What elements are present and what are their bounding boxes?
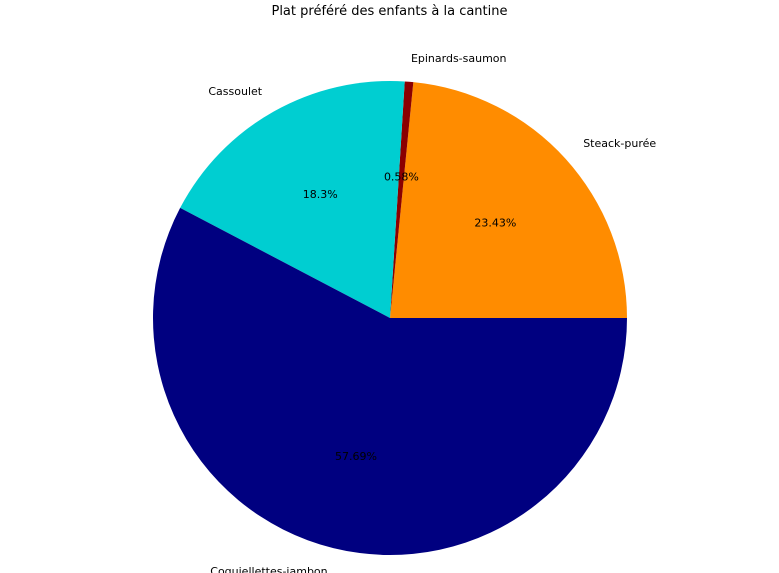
pct-label-coquiellettes-jambon: 57.69% bbox=[335, 450, 377, 463]
chart-title: Plat préféré des enfants à la cantine bbox=[271, 4, 507, 19]
slice-steack-puree bbox=[390, 82, 627, 318]
label-coquiellettes-jambon: Coquiellettes-jambon bbox=[210, 565, 327, 573]
slice-cassoulet bbox=[180, 81, 405, 318]
slice-coquiellettes-jambon bbox=[152, 207, 628, 555]
pie-labels: Steack-purée 23.43% Epinards-saumon 0.58% Ca… bbox=[208, 52, 656, 573]
pct-label-steack-puree: 23.43% bbox=[474, 217, 516, 230]
slice-epinards-saumon bbox=[390, 81, 414, 318]
pct-label-cassoulet: 18.3% bbox=[303, 188, 338, 201]
pct-label-epinards-saumon: 0.58% bbox=[384, 170, 419, 183]
label-steack-puree: Steack-purée bbox=[583, 137, 656, 150]
pie-slices bbox=[152, 81, 628, 555]
label-epinards-saumon: Epinards-saumon bbox=[411, 52, 507, 65]
label-cassoulet: Cassoulet bbox=[208, 85, 262, 98]
